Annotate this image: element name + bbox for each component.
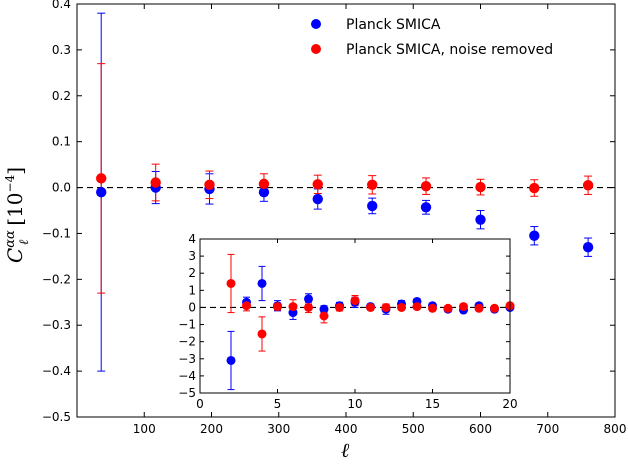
main-point-smica	[420, 202, 432, 213]
inset-point-noise-removed	[381, 302, 391, 312]
inset-point-noise-removed	[288, 302, 298, 312]
inset-plot-frame	[199, 238, 511, 394]
main-point-noise-removed	[96, 173, 107, 184]
inset-point-smica	[257, 278, 267, 288]
main-point-smica	[258, 186, 270, 198]
x-axis-label: ℓ	[341, 438, 350, 462]
inset-point-noise-removed	[257, 329, 267, 339]
inset-x-tick-label: 20	[502, 397, 517, 411]
inset-point-noise-removed	[412, 302, 422, 312]
inset-point-noise-removed	[226, 278, 236, 288]
legend-label-smica-noise-removed: Planck SMICA, noise removed	[346, 42, 553, 58]
main-y-tick-label: 0.0	[52, 181, 71, 195]
inset-background	[200, 239, 510, 393]
inset-x-tick-label: 0	[196, 397, 204, 411]
main-point-noise-removed	[204, 179, 215, 191]
inset-x-tick-label: 10	[347, 397, 362, 411]
inset-point-noise-removed	[350, 296, 360, 306]
main-y-tick-label: −0.5	[42, 410, 71, 424]
y-axis-label-symbol: C	[3, 248, 27, 263]
main-y-tick-label: 0.1	[52, 135, 71, 149]
main-x-tick-label: 500	[402, 422, 425, 436]
inset-point-noise-removed	[443, 303, 453, 313]
main-x-tick-label: 300	[267, 422, 290, 436]
main-point-smica	[529, 230, 540, 241]
main-point-noise-removed	[258, 178, 270, 190]
main-point-smica	[582, 242, 594, 253]
main-x-tick-label: 800	[604, 422, 627, 436]
main-y-tick-label: −0.3	[42, 318, 71, 332]
main-y-tick-label: 0.3	[52, 43, 71, 57]
y-axis-label-superscript: αα	[3, 230, 18, 248]
main-y-tick-label: −0.1	[42, 226, 71, 240]
main-x-tick-label: 700	[536, 422, 559, 436]
main-x-tick-label: 200	[200, 422, 223, 436]
main-point-smica	[367, 200, 378, 212]
inset-point-noise-removed	[304, 302, 313, 312]
inset-x-tick-label: 15	[425, 397, 440, 411]
legend-marker-red	[311, 44, 321, 54]
main-point-noise-removed	[420, 180, 432, 192]
legend-marker-blue	[311, 19, 321, 29]
inset-y-tick-label: 2	[188, 266, 196, 280]
inset-y-tick-label: −3	[178, 352, 196, 366]
main-y-tick-label: 0.2	[52, 89, 71, 103]
y-axis-label-unit-exponent: −4	[3, 174, 17, 192]
inset-point-noise-removed	[397, 302, 406, 312]
main-y-tick-label: 0.4	[52, 0, 71, 11]
main-point-noise-removed	[582, 180, 594, 191]
inset-point-noise-removed	[242, 301, 251, 311]
main-point-noise-removed	[150, 177, 161, 188]
inset-chart: 0 5 10 15 20 −5 −4 −3 −2 −1 0 1 2 3 4	[178, 232, 517, 411]
inset-y-tick-label: 1	[188, 283, 196, 297]
inset-y-tick-label: 4	[188, 232, 196, 246]
y-axis-label-unit: [10	[3, 192, 27, 225]
inset-point-smica	[226, 355, 236, 365]
main-point-smica	[96, 186, 107, 198]
inset-point-smica	[319, 304, 329, 314]
inset-point-noise-removed	[459, 302, 468, 312]
main-x-tick-label: 100	[133, 422, 156, 436]
y-axis-label-subscript: ℓ	[17, 239, 32, 245]
inset-point-noise-removed	[273, 302, 282, 312]
inset-point-noise-removed	[428, 303, 437, 313]
main-y-tick-label: −0.4	[42, 364, 71, 378]
main-point-smica	[475, 214, 486, 225]
inset-point-noise-removed	[474, 303, 484, 313]
inset-point-smica	[304, 294, 313, 304]
inset-y-tick-label: 3	[188, 249, 196, 263]
inset-y-tick-label: −4	[178, 369, 196, 383]
main-y-tick-label: −0.2	[42, 272, 71, 286]
main-point-noise-removed	[367, 179, 378, 191]
main-x-tick-label: 400	[335, 422, 358, 436]
main-chart: 100 200 300 400 500 600 700 800−0.5−0.4−0.3−0.2…	[42, 0, 627, 436]
inset-y-tick-label: −2	[178, 335, 196, 349]
inset-point-noise-removed	[319, 311, 329, 321]
inset-point-noise-removed	[366, 302, 375, 312]
main-point-noise-removed	[529, 182, 540, 194]
inset-y-tick-label: 0	[188, 300, 196, 314]
main-point-noise-removed	[475, 181, 486, 193]
inset-x-tick-label: 5	[274, 397, 282, 411]
inset-y-tick-label: −1	[178, 318, 196, 332]
y-axis-label: Cααℓ [10−4]	[3, 167, 32, 263]
y-axis-label-unit-close: ]	[3, 167, 27, 175]
legend-label-smica: Planck SMICA	[346, 17, 441, 33]
legend: Planck SMICA Planck SMICA, noise removed	[311, 17, 553, 58]
main-point-noise-removed	[312, 179, 323, 190]
main-point-smica	[312, 193, 323, 205]
main-x-tick-label: 600	[469, 422, 492, 436]
inset-y-tick-label: −5	[178, 386, 196, 400]
inset-point-noise-removed	[490, 303, 499, 313]
inset-point-noise-removed	[335, 302, 344, 312]
